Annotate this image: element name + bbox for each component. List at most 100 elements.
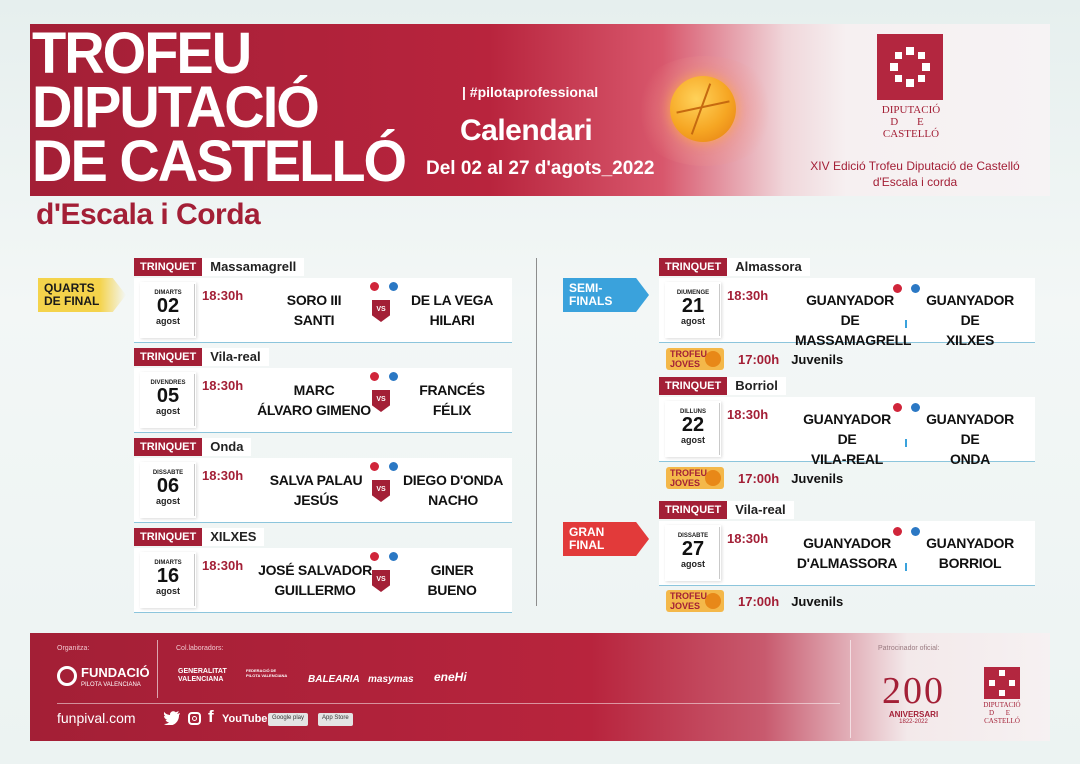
match-time: 18:30h bbox=[202, 288, 244, 303]
juvenils-row: TROFEU JOVES 17:00h Juvenils bbox=[666, 590, 843, 612]
collaborator-masymas[interactable]: masymas bbox=[368, 674, 414, 685]
instagram-icon[interactable] bbox=[188, 712, 201, 725]
date-badge: DISSABTE 27 agost bbox=[665, 525, 721, 581]
divider bbox=[194, 284, 195, 336]
round-final: GRAN FINAL bbox=[563, 522, 649, 556]
away-line-1: GUANYADOR DE bbox=[926, 411, 1014, 447]
badge-text: TROFEU JOVES bbox=[670, 591, 707, 611]
venue-tag: TRINQUET bbox=[134, 438, 203, 456]
month: agost bbox=[155, 316, 180, 326]
google-play-badge[interactable]: Google play bbox=[268, 713, 309, 726]
venue-header: TRINQUET Onda bbox=[134, 438, 252, 456]
separator bbox=[905, 320, 907, 328]
away-player-1: DIEGO D'ONDA bbox=[402, 472, 504, 488]
youtube-icon[interactable]: YouTube bbox=[222, 713, 268, 725]
diputacio-footer-logo bbox=[984, 667, 1020, 699]
fundacio-text: FUNDACIÓ PILOTA VALENCIANA bbox=[81, 664, 150, 688]
trofeu-joves-badge: TROFEU JOVES bbox=[666, 467, 724, 489]
match-card: DISSABTE 27 agost 18:30h GUANYADOR D'ALM… bbox=[659, 521, 1035, 585]
month: agost bbox=[680, 435, 705, 445]
collaborator-enehi[interactable]: eneHi bbox=[434, 670, 467, 684]
organizer-label: Organitza: bbox=[57, 645, 90, 652]
date-badge: DIUMENGE 21 agost bbox=[665, 282, 721, 338]
juvenils-time: 17:00h bbox=[738, 593, 780, 609]
home-player-2: JESÚS bbox=[293, 492, 339, 508]
title-line-2: DIPUTACIÓ bbox=[32, 73, 320, 140]
blue-dot-icon bbox=[389, 552, 398, 561]
vs-badge: VS bbox=[372, 480, 390, 502]
blue-dot-icon bbox=[389, 282, 398, 291]
logo-text-line: DIPUTACIÓ bbox=[881, 104, 941, 116]
crest-icon bbox=[890, 47, 930, 87]
match-time: 18:30h bbox=[202, 558, 244, 573]
venue-header: TRINQUET Vila-real bbox=[134, 348, 269, 366]
day-number: 16 bbox=[156, 565, 180, 587]
footer-separator bbox=[157, 640, 158, 698]
ball-icon bbox=[705, 593, 721, 609]
trofeu-joves-badge: TROFEU JOVES bbox=[666, 348, 724, 370]
home-player-1: SORO III bbox=[286, 292, 342, 308]
venue-header: TRINQUET Borriol bbox=[659, 377, 786, 395]
juvenils-row: TROFEU JOVES 17:00h Juvenils bbox=[666, 467, 843, 489]
blue-dot-icon bbox=[911, 403, 920, 412]
month: agost bbox=[680, 316, 705, 326]
collaborator-generalitat[interactable]: GENERALITAT VALENCIANA bbox=[178, 668, 227, 683]
match-card: DILLUNS 22 agost 18:30h GUANYADOR DE VIL… bbox=[659, 397, 1035, 467]
twitter-bird-icon bbox=[163, 711, 180, 726]
badge-line-1: TROFEU bbox=[670, 591, 707, 601]
badge-line-2: JOVES bbox=[670, 359, 701, 369]
red-dot-icon bbox=[893, 284, 902, 293]
venue-name: Vila-real bbox=[202, 348, 269, 366]
twitter-icon[interactable] bbox=[163, 711, 180, 728]
match-time: 18:30h bbox=[202, 468, 244, 483]
month: agost bbox=[155, 496, 180, 506]
facebook-icon[interactable]: f bbox=[208, 707, 214, 726]
separator bbox=[905, 563, 907, 571]
away-line-1: GUANYADOR bbox=[926, 535, 1014, 551]
vs-badge: VS bbox=[372, 570, 390, 592]
home-team: JOSÉ SALVADOR GUILLERMO bbox=[254, 560, 376, 600]
badge-text: TROFEU JOVES bbox=[670, 468, 707, 488]
logo-text-line: D E bbox=[890, 116, 932, 128]
match-time: 18:30h bbox=[727, 531, 769, 546]
home-line-2: VILA-REAL bbox=[811, 451, 883, 467]
website-link[interactable]: funpival.com bbox=[57, 710, 136, 726]
venue-tag: TRINQUET bbox=[659, 501, 728, 519]
collaborator-balearia[interactable]: BALEARIA bbox=[308, 674, 360, 685]
fundacio-logo[interactable]: FUNDACIÓ PILOTA VALENCIANA bbox=[57, 664, 150, 688]
month: agost bbox=[155, 406, 180, 416]
away-team: DIEGO D'ONDA NACHO bbox=[398, 470, 508, 510]
away-team: GINER BUENO bbox=[400, 560, 504, 600]
match-card: DIVENDRES 05 agost 18:30h MARC ÁLVARO GI… bbox=[134, 368, 512, 432]
date-badge: DIMARTS 02 agost bbox=[140, 282, 196, 338]
badge-line-1: TROFEU bbox=[670, 349, 707, 359]
home-team: GUANYADOR DE MASSAMAGRELL bbox=[795, 290, 912, 350]
trofeu-joves-badge: TROFEU JOVES bbox=[666, 590, 724, 612]
venue-header: TRINQUET Massamagrell bbox=[134, 258, 305, 276]
home-player-2: ÁLVARO GIMENO bbox=[257, 402, 371, 418]
home-line-2: MASSAMAGRELL bbox=[795, 332, 912, 348]
badge-line-2: JOVES bbox=[670, 601, 701, 611]
day-number: 21 bbox=[681, 295, 705, 317]
month: agost bbox=[155, 586, 180, 596]
day-of-week: DIMARTS bbox=[154, 290, 182, 296]
edition-line: d'Escala i corda bbox=[872, 175, 958, 189]
venue-header: TRINQUET Vila-real bbox=[659, 501, 794, 519]
app-store-badge[interactable]: App Store bbox=[318, 713, 353, 726]
away-team: GUANYADOR DE ONDA bbox=[915, 409, 1025, 469]
collaborator-federacio[interactable]: FEDERACIÓ DE PILOTA VALENCIANA bbox=[246, 668, 288, 678]
venue-name: XILXES bbox=[202, 528, 265, 546]
away-line-2: ONDA bbox=[949, 451, 991, 467]
edition-line: XIV Edició Trofeu Diputació de Castelló bbox=[810, 159, 1020, 173]
venue-tag: TRINQUET bbox=[659, 377, 728, 395]
main-title: TROFEU DIPUTACIÓ DE CASTELLÓ bbox=[32, 23, 412, 190]
collaborators-label: Col.laboradors: bbox=[176, 645, 224, 652]
fundacio-ring-icon bbox=[57, 666, 77, 686]
home-line-1: GUANYADOR DE bbox=[803, 411, 891, 447]
day-number: 06 bbox=[156, 475, 180, 497]
venue-tag: TRINQUET bbox=[134, 348, 203, 366]
divider bbox=[194, 374, 195, 426]
away-team: GUANYADOR DE XILXES bbox=[915, 290, 1025, 350]
home-team: SALVA PALAU JESÚS bbox=[260, 470, 372, 510]
